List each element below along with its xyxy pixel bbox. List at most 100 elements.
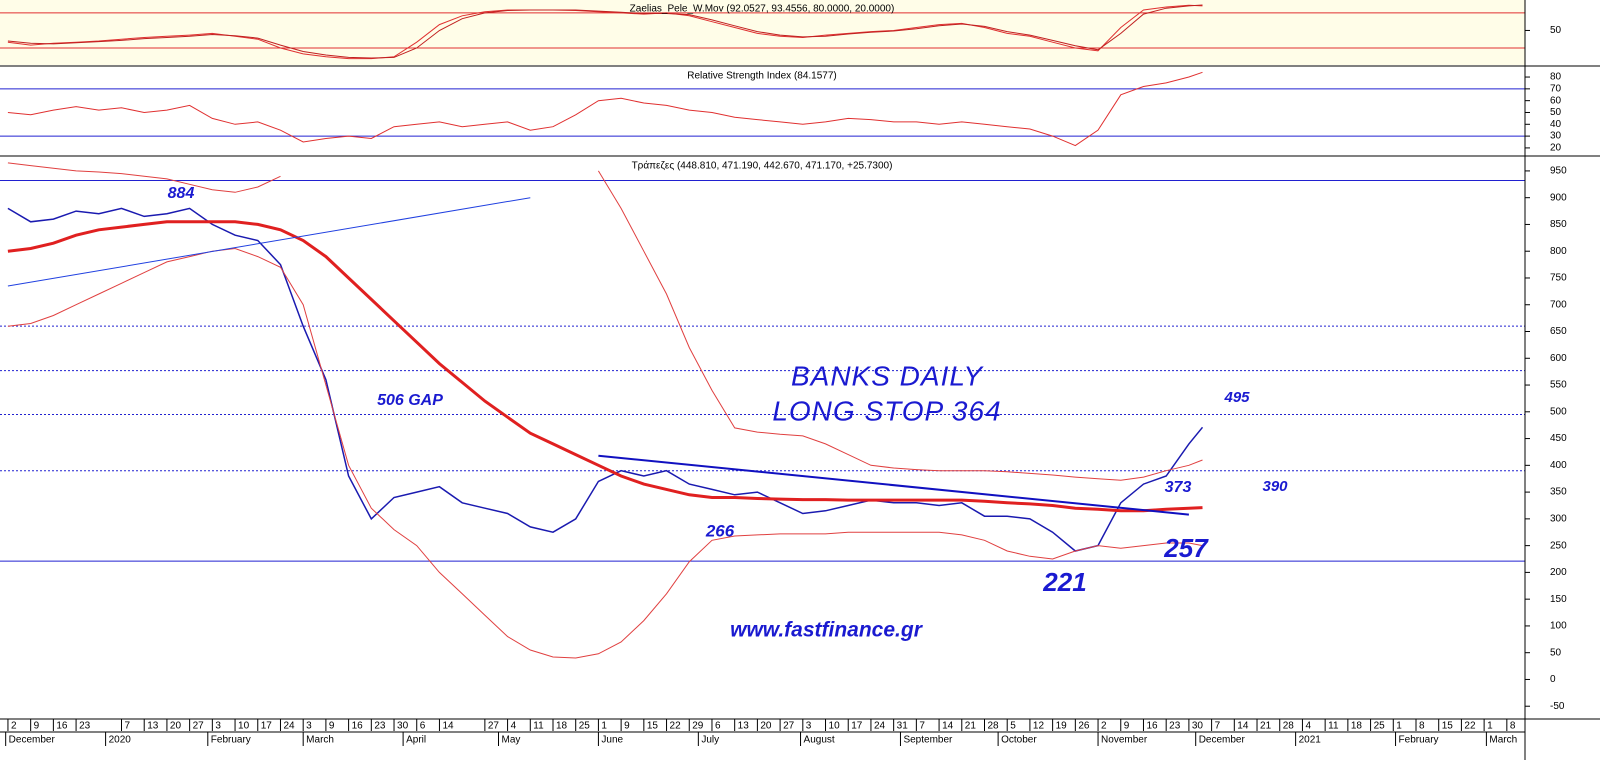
y-tick-label: 150 [1550,594,1567,605]
month-label: December [1199,735,1246,746]
y-tick-label: 200 [1550,567,1567,578]
x-tick-label: 1 [1487,721,1493,732]
y-tick-label: 0 [1550,674,1556,685]
y-tick-label: 20 [1550,143,1562,154]
y-tick-label: 40 [1550,119,1562,130]
x-tick-label: 10 [829,721,841,732]
y-tick-label: 600 [1550,353,1567,364]
x-tick-label: 27 [193,721,205,732]
y-tick-label: 800 [1550,246,1567,257]
annotation: 884 [168,185,195,202]
x-tick-label: 4 [1305,721,1311,732]
series-line [7,71,1203,147]
y-tick-label: 30 [1550,131,1562,142]
y-tick-label: -50 [1550,701,1565,712]
x-tick-label: 9 [329,721,335,732]
x-tick-label: 19 [1056,721,1068,732]
x-tick-label: 1 [601,721,607,732]
month-label: November [1101,735,1148,746]
annotation: 221 [1042,567,1086,597]
y-tick-label: 250 [1550,540,1567,551]
month-label: June [601,735,623,746]
x-tick-label: 22 [1464,721,1476,732]
series-line [7,4,1203,59]
x-tick-label: 23 [1169,721,1181,732]
x-tick-label: 24 [874,721,886,732]
x-tick-label: 21 [1260,721,1272,732]
x-tick-label: 28 [1283,721,1295,732]
x-tick-label: 7 [125,721,131,732]
x-tick-label: 5 [1010,721,1016,732]
x-tick-label: 21 [965,721,977,732]
annotation: 257 [1163,533,1209,563]
x-tick-label: 30 [397,721,409,732]
month-label: 2021 [1299,735,1322,746]
x-tick-label: 7 [1215,721,1221,732]
x-tick-label: 24 [283,721,295,732]
month-label: December [9,735,56,746]
x-tick-label: 30 [1192,721,1204,732]
x-tick-label: 12 [1033,721,1045,732]
annotation: 266 [705,521,735,540]
x-tick-label: 3 [806,721,812,732]
x-tick-label: 9 [34,721,40,732]
x-tick-label: 3 [215,721,221,732]
month-label: March [306,735,334,746]
x-tick-label: 1 [1396,721,1402,732]
x-tick-label: 8 [1510,721,1516,732]
x-tick-label: 28 [987,721,999,732]
annotation: BANKS DAILY [791,360,984,391]
y-tick-label: 500 [1550,406,1567,417]
x-tick-label: 27 [488,721,500,732]
x-tick-label: 17 [851,721,863,732]
y-tick-label: 650 [1550,326,1567,337]
panel-title: Τράπεζες (448.810, 471.190, 442.670, 471… [632,160,893,172]
y-tick-label: 60 [1550,95,1562,106]
x-tick-label: 6 [420,721,426,732]
x-tick-label: 23 [79,721,91,732]
month-label: August [804,735,835,746]
y-tick-label: 50 [1550,647,1562,658]
x-tick-label: 20 [170,721,182,732]
x-tick-label: 2 [11,721,17,732]
series-line [7,220,1203,513]
x-tick-label: 6 [715,721,721,732]
x-tick-label: 8 [1419,721,1425,732]
x-tick-label: 4 [511,721,517,732]
x-tick-label: 18 [1351,721,1363,732]
month-label: September [903,735,953,746]
y-tick-label: 100 [1550,621,1567,632]
x-tick-label: 20 [760,721,772,732]
trend-line [598,454,1189,516]
series-line [7,162,1203,481]
x-tick-label: 16 [1146,721,1158,732]
x-tick-label: 13 [738,721,750,732]
month-label: April [406,735,426,746]
x-tick-label: 3 [306,721,312,732]
annotation: www.fastfinance.gr [730,619,924,642]
y-tick-label: 400 [1550,460,1567,471]
y-tick-label: 900 [1550,192,1567,203]
x-tick-label: 7 [919,721,925,732]
annotation: 373 [1165,479,1192,496]
x-tick-label: 27 [783,721,795,732]
x-tick-label: 14 [942,721,954,732]
y-tick-label: 750 [1550,273,1567,284]
x-tick-label: 14 [442,721,454,732]
panel-title: Zaelias_Pele_W.Mov (92.0527, 93.4556, 80… [630,4,895,15]
x-tick-label: 16 [352,721,364,732]
y-tick-label: 350 [1550,487,1567,498]
x-tick-label: 10 [238,721,250,732]
y-tick-label: 700 [1550,299,1567,310]
month-label: February [211,735,251,746]
y-tick-label: 70 [1550,83,1562,94]
x-tick-label: 23 [374,721,386,732]
x-tick-label: 13 [147,721,159,732]
y-tick-label: 850 [1550,219,1567,230]
annotation: LONG STOP 364 [772,395,1001,426]
x-tick-label: 25 [579,721,591,732]
y-tick-label: 550 [1550,380,1567,391]
x-tick-label: 14 [1237,721,1249,732]
x-tick-label: 15 [647,721,659,732]
x-tick-label: 25 [1374,721,1386,732]
